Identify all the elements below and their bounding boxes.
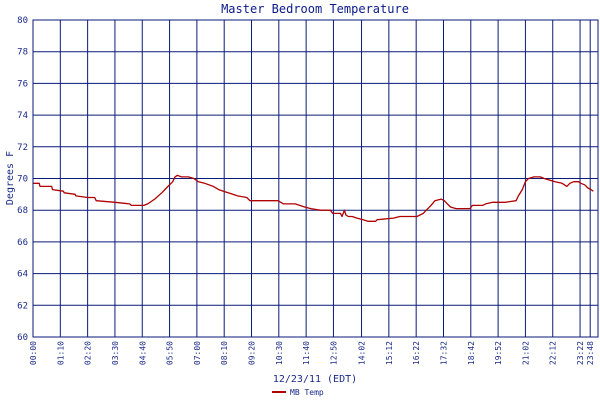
y-tick-label: 74 <box>17 111 28 121</box>
y-tick-label: 68 <box>17 206 28 216</box>
x-tick-label: 11:40 <box>302 341 311 365</box>
x-tick-label: 03:30 <box>111 341 120 365</box>
y-tick-label: 72 <box>17 143 28 153</box>
x-tick-label: 08:10 <box>220 341 229 365</box>
series-lines <box>33 174 594 222</box>
y-tick-label: 76 <box>17 79 28 89</box>
y-tick-label: 80 <box>17 16 28 26</box>
y-tick-label: 78 <box>17 48 28 58</box>
y-tick-label: 70 <box>17 175 28 185</box>
x-tick-label: 17:32 <box>439 341 448 365</box>
legend-label: MB Temp <box>290 388 324 397</box>
x-tick-label: 04:40 <box>138 341 147 365</box>
x-tick-label: 14:02 <box>358 341 367 365</box>
x-tick-label: 23:48 <box>586 341 595 365</box>
x-tick-label: 12:50 <box>329 341 338 365</box>
x-tick-label: 23:22 <box>576 341 585 365</box>
x-tick-label: 01:10 <box>56 341 65 365</box>
legend: MB Temp <box>272 388 324 397</box>
y-tick-label: 62 <box>17 301 28 311</box>
x-tick-label: 07:00 <box>193 341 202 365</box>
y-tick-label: 60 <box>17 333 28 343</box>
x-tick-label: 21:02 <box>521 341 530 365</box>
x-tick-label: 10:30 <box>275 341 284 365</box>
x-tick-label: 19:52 <box>494 341 503 365</box>
plot-frame <box>32 19 599 338</box>
y-axis-label: Degrees F <box>5 151 16 205</box>
chart-title: Master Bedroom Temperature <box>221 2 409 16</box>
x-tick-label: 15:12 <box>385 341 394 365</box>
x-axis-label: 12/23/11 (EDT) <box>273 374 357 385</box>
x-tick-label: 18:42 <box>467 341 476 365</box>
y-tick-label: 64 <box>17 270 28 280</box>
x-tick-label: 05:50 <box>166 341 175 365</box>
x-tick-label: 02:20 <box>84 341 93 365</box>
x-tick-label: 22:12 <box>549 341 558 365</box>
x-tick-label: 16:22 <box>412 341 421 365</box>
series-line-mb-temp <box>33 174 594 222</box>
y-tick-label: 66 <box>17 238 28 248</box>
x-tick-label: 00:00 <box>29 341 38 365</box>
x-tick-labels: 00:00 01:10 02:20 03:30 04:40 05:50 07:00 08:10… <box>29 341 595 365</box>
y-tick-labels: 60 62 64 66 68 70 72 74 76 78 80 <box>17 16 28 343</box>
x-tick-label: 09:20 <box>248 341 257 365</box>
